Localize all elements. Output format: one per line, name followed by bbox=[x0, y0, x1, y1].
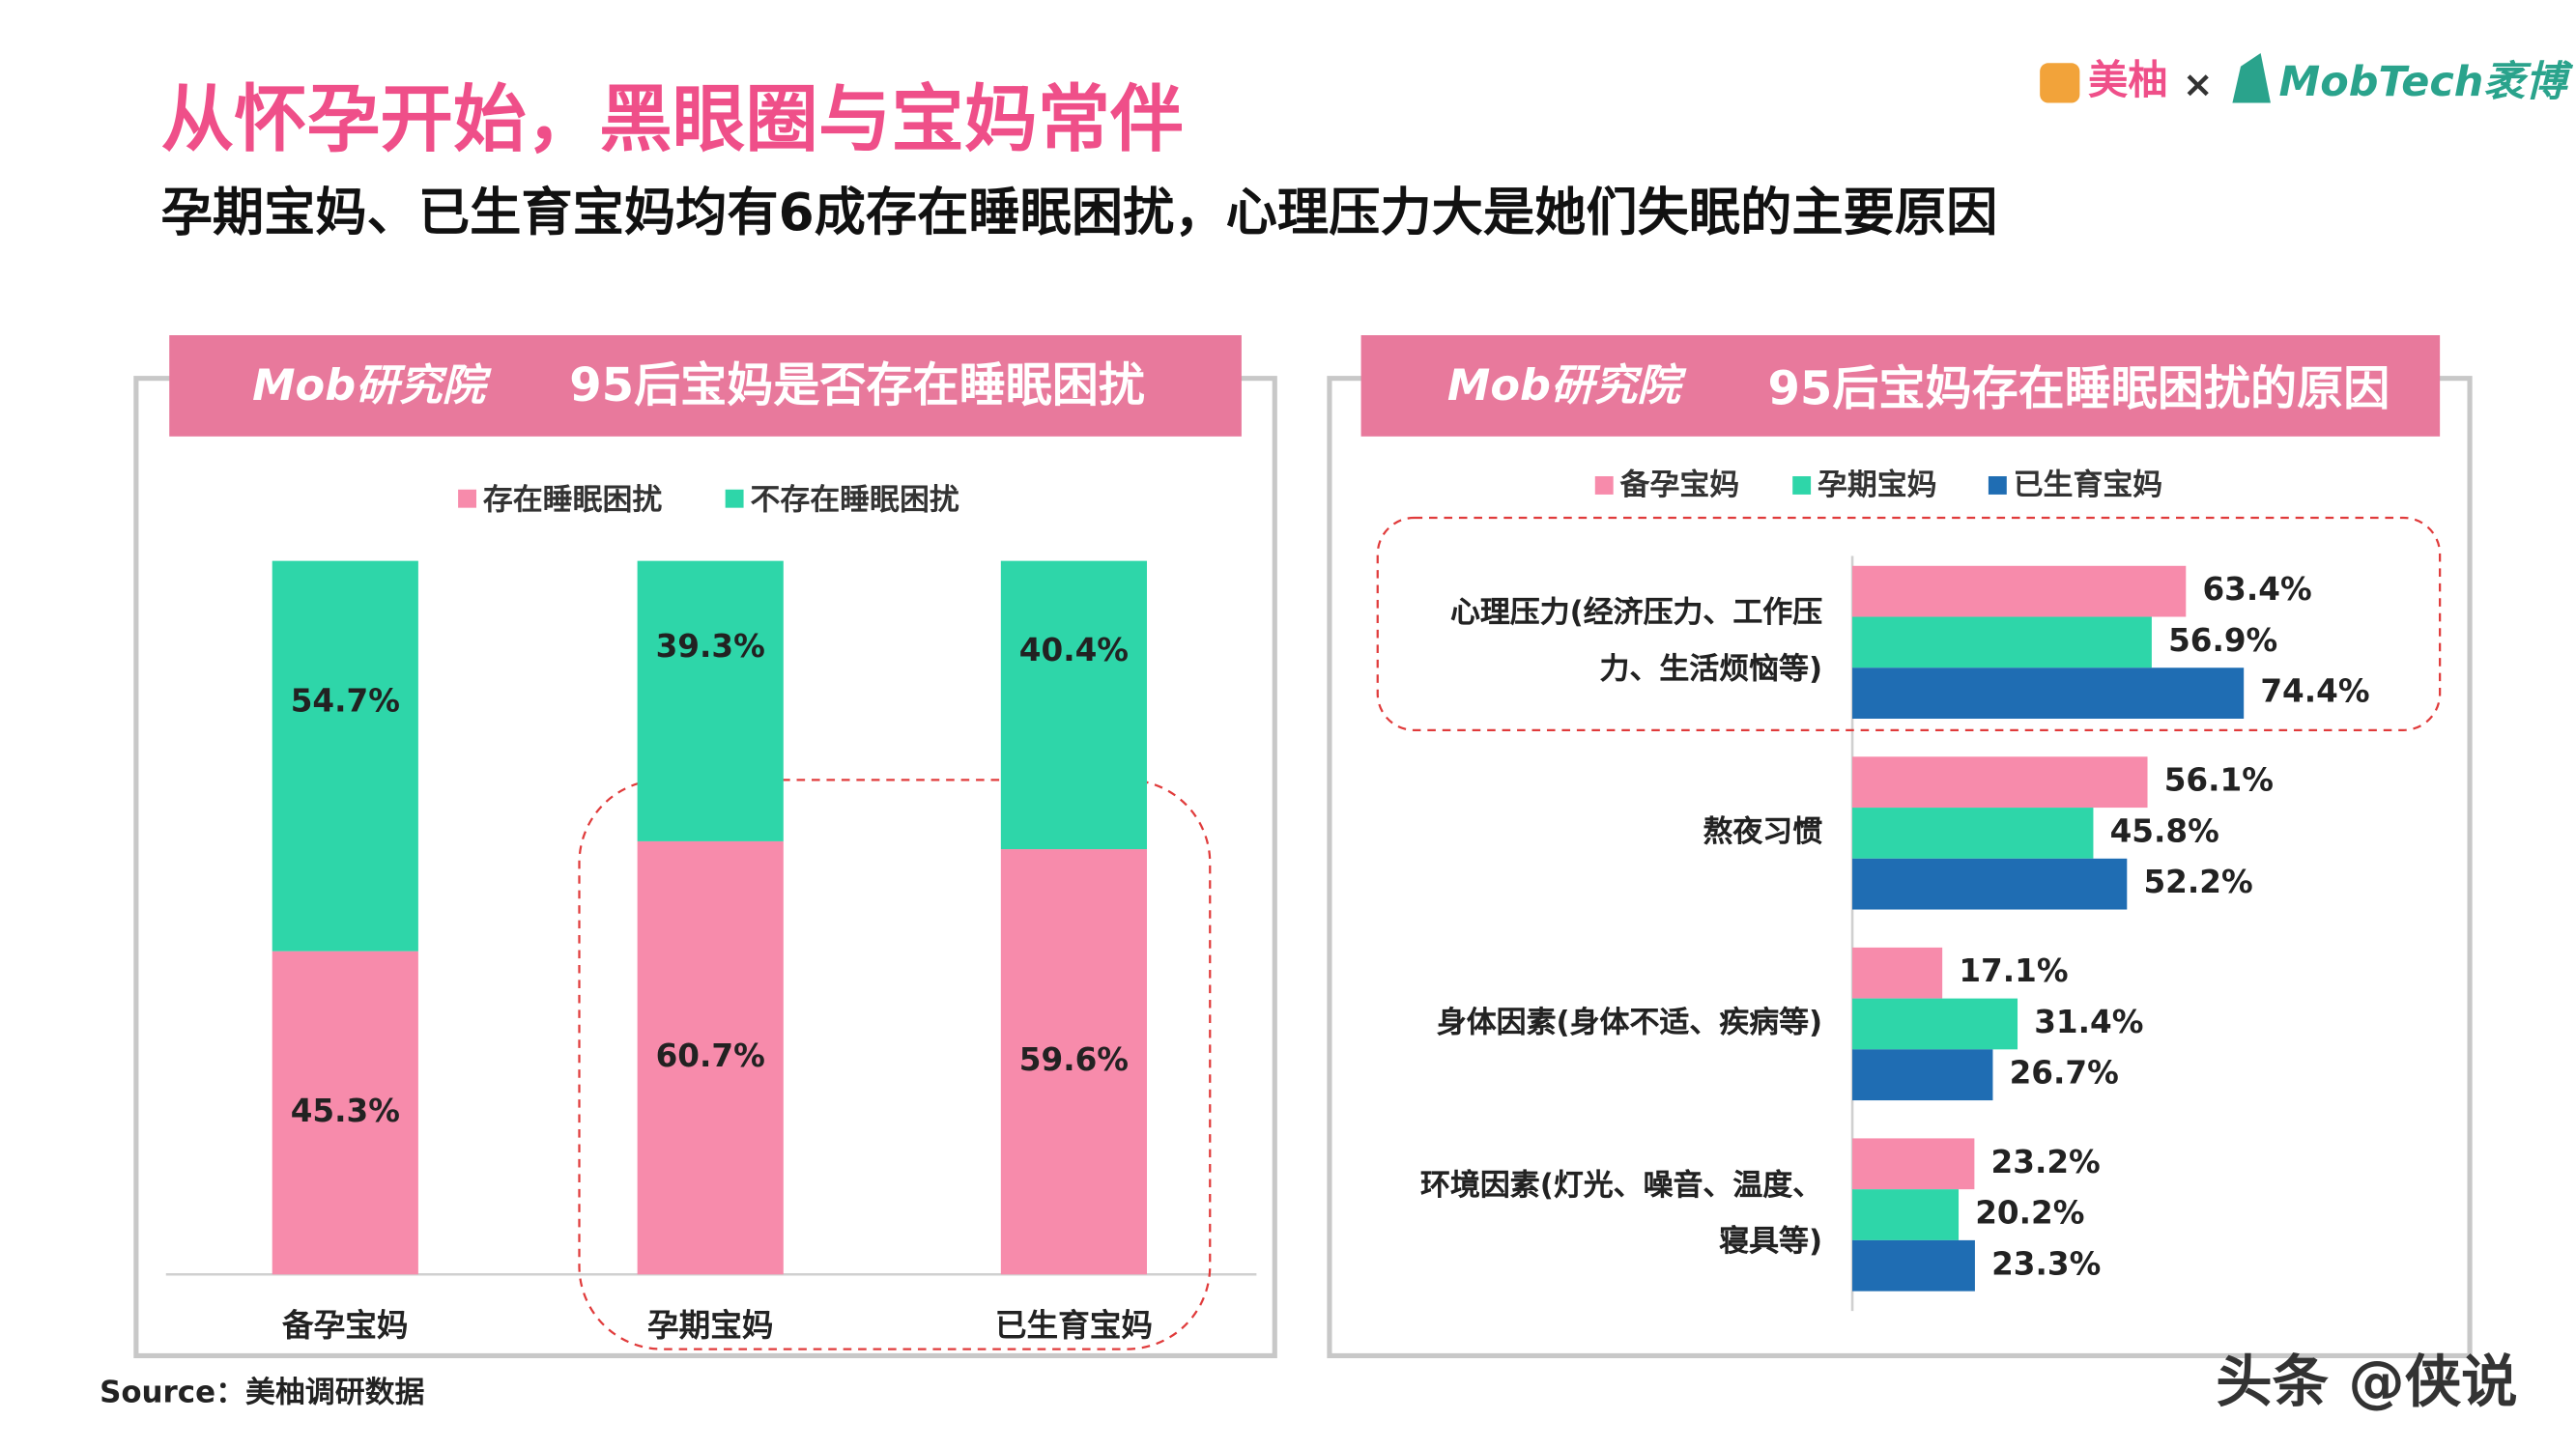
chart-title: 95后宝妈存在睡眠困扰的原因 bbox=[1767, 361, 2390, 415]
bar bbox=[1852, 998, 2018, 1050]
highlight-box bbox=[578, 779, 1212, 1350]
page-subtitle: 孕期宝妈、已生育宝妈均有6成存在睡眠困扰，心理压力大是她们失眠的主要原因 bbox=[161, 183, 1998, 242]
watermark: 头条 @侠说 bbox=[2216, 1349, 2517, 1414]
legend-swatch bbox=[458, 489, 477, 508]
bar bbox=[1852, 947, 1943, 999]
y-tick-label: 身体因素(身体不适、疾病等) bbox=[1436, 1006, 1823, 1041]
logo-mark bbox=[2232, 52, 2271, 103]
y-tick-label-box: 熬夜习惯 bbox=[1703, 814, 1823, 850]
value-label: 23.3% bbox=[1991, 1245, 2101, 1282]
y-tick-label-box: 环境因素(灯光、噪音、温度、寝具等) bbox=[1420, 1168, 1823, 1260]
brand: Mob研究院 bbox=[1447, 360, 1687, 411]
legend-label: 存在睡眠困扰 bbox=[483, 482, 663, 517]
bar bbox=[1852, 808, 2094, 859]
y-tick-label: 环境因素(灯光、噪音、温度、寝具等) bbox=[1420, 1168, 1823, 1260]
bar bbox=[1852, 1138, 1975, 1190]
value-label: 63.4% bbox=[2202, 571, 2311, 608]
value-label: 45.3% bbox=[291, 1093, 400, 1129]
bar-segment bbox=[637, 840, 784, 1275]
bar bbox=[1852, 616, 2152, 668]
chart-title: 95后宝妈是否存在睡眠困扰 bbox=[569, 358, 1145, 412]
bar bbox=[1852, 1049, 1993, 1101]
logo-icon bbox=[2040, 63, 2080, 103]
legend-label: 孕期宝妈 bbox=[1818, 468, 1937, 502]
value-label: 39.3% bbox=[656, 628, 765, 665]
legend-label: 不存在睡眠困扰 bbox=[750, 482, 959, 517]
value-label: 17.1% bbox=[1959, 952, 2068, 989]
x-tick-label: 备孕宝妈 bbox=[282, 1307, 409, 1344]
bar bbox=[1852, 756, 2148, 809]
right-header bbox=[1360, 335, 2441, 437]
logo-cross: × bbox=[2183, 63, 2214, 105]
bar-segment bbox=[272, 560, 418, 952]
bar-segment bbox=[272, 951, 418, 1275]
value-label: 40.4% bbox=[1019, 632, 1129, 668]
left-header bbox=[169, 335, 1242, 437]
value-label: 45.8% bbox=[2110, 812, 2219, 849]
legend-label: 已生育宝妈 bbox=[2014, 468, 2163, 502]
bar bbox=[1852, 668, 2245, 719]
legend-swatch bbox=[1792, 476, 1812, 495]
value-label: 23.2% bbox=[1991, 1144, 2101, 1180]
y-tick-label: 心理压力(经济压力、工作压力、生活烦恼等) bbox=[1449, 595, 1823, 688]
bar bbox=[1852, 565, 2187, 617]
x-tick-label: 孕期宝妈 bbox=[647, 1307, 774, 1344]
value-label: 56.9% bbox=[2168, 622, 2277, 659]
value-label: 52.2% bbox=[2143, 864, 2252, 900]
legend-label: 备孕宝妈 bbox=[1619, 468, 1740, 502]
y-tick-label: 熬夜习惯 bbox=[1703, 814, 1823, 850]
y-tick-label-box: 身体因素(身体不适、疾病等) bbox=[1436, 1006, 1823, 1041]
bar bbox=[1852, 1189, 1960, 1240]
bar-segment bbox=[1000, 849, 1147, 1275]
value-label: 60.7% bbox=[656, 1037, 765, 1074]
highlight-box bbox=[1376, 516, 2442, 731]
source: Source：美柚调研数据 bbox=[100, 1375, 424, 1409]
bar bbox=[1852, 1239, 1975, 1292]
value-label: 56.1% bbox=[2164, 762, 2274, 799]
legend-swatch bbox=[1988, 476, 2007, 495]
x-tick-label: 已生育宝妈 bbox=[995, 1307, 1153, 1344]
value-label: 59.6% bbox=[1019, 1041, 1129, 1078]
value-label: 74.4% bbox=[2260, 673, 2369, 710]
value-label: 31.4% bbox=[2034, 1004, 2143, 1040]
legend-swatch bbox=[725, 489, 744, 508]
value-label: 20.2% bbox=[1975, 1195, 2084, 1232]
logo-mobtech: MobTech袤博 bbox=[2279, 58, 2574, 106]
logo-meiyou: 美柚 bbox=[2088, 57, 2167, 103]
page-title: 从怀孕开始，黑眼圈与宝妈常伴 bbox=[161, 76, 1184, 161]
brand: Mob研究院 bbox=[252, 360, 492, 411]
y-tick-label-box: 心理压力(经济压力、工作压力、生活烦恼等) bbox=[1449, 595, 1823, 688]
value-label: 54.7% bbox=[291, 683, 400, 720]
value-label: 26.7% bbox=[2010, 1055, 2119, 1092]
bar-segment bbox=[1000, 560, 1147, 850]
bar bbox=[1852, 858, 2128, 910]
legend-swatch bbox=[1594, 476, 1614, 495]
bar-segment bbox=[637, 560, 784, 841]
